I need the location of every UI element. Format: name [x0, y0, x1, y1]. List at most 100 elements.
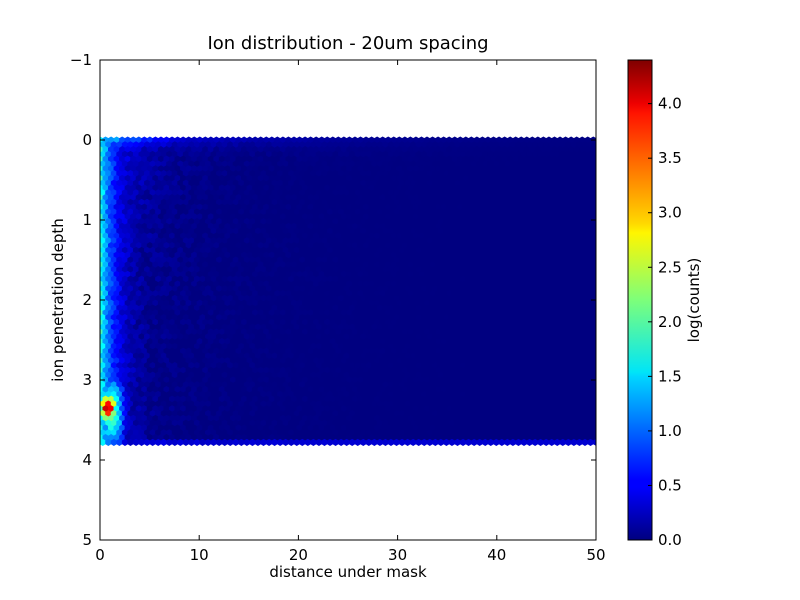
hexbin-cell	[529, 261, 536, 269]
hexbin-cell	[387, 294, 395, 302]
hexbin-cell	[135, 203, 142, 211]
hexbin-cell	[421, 227, 428, 235]
hexbin-cell	[548, 141, 555, 149]
hexbin-cell	[238, 218, 245, 226]
hexbin-cell	[476, 179, 483, 187]
hexbin-cell	[576, 141, 583, 149]
hexbin-cell	[429, 251, 436, 259]
hexbin-cell	[213, 270, 220, 278]
hexbin-cell	[105, 179, 112, 187]
hexbin-cell	[573, 213, 580, 221]
hexbin-cell	[529, 222, 536, 230]
hexbin-cell	[326, 189, 334, 197]
hexbin-cell	[246, 242, 253, 250]
plot-area	[99, 59, 597, 541]
hexbin-cell	[205, 160, 212, 168]
hexbin-cell	[423, 290, 431, 298]
hexbin-cell	[382, 227, 389, 235]
hexbin-cell	[127, 256, 134, 264]
hexbin-cell	[113, 213, 120, 221]
hexbin-cell	[573, 270, 580, 278]
hexbin-cell	[321, 266, 328, 274]
hexbin-cell	[548, 275, 555, 283]
hexbin-cell	[537, 256, 544, 264]
hexbin-cell	[171, 275, 178, 283]
hexbin-cell	[573, 155, 580, 163]
hexbin-cell	[376, 275, 383, 283]
hexbin-cell	[310, 150, 317, 158]
hexbin-cell	[520, 256, 528, 264]
hexbin-cell	[329, 280, 336, 288]
hexbin-cell	[202, 165, 209, 173]
hexbin-cell	[443, 227, 450, 235]
hexbin-cell	[274, 146, 281, 154]
hexbin-cell	[277, 198, 284, 206]
hexbin-cell	[246, 174, 253, 182]
hexbin-cell	[141, 174, 148, 182]
hexbin-cell	[338, 141, 345, 149]
hexbin-cell	[191, 280, 198, 288]
hexbin-cell	[254, 237, 262, 245]
hexbin-cell	[590, 222, 596, 230]
hexbin-cell	[338, 256, 345, 264]
hexbin-cell	[324, 290, 331, 298]
hexbin-cell	[265, 150, 273, 158]
hexbin-cell	[213, 165, 220, 173]
hexbin-cell	[573, 136, 580, 144]
hexbin-cell	[532, 179, 539, 187]
hexbin-cell	[174, 184, 181, 192]
hexbin-cell	[224, 155, 231, 163]
hexbin-cell	[152, 290, 159, 298]
hexbin-cell	[429, 203, 436, 211]
hexbin-cell	[171, 150, 178, 158]
hexbin-cell	[579, 165, 586, 173]
hexbin-cell	[310, 227, 317, 235]
hexbin-cell	[180, 155, 187, 163]
hexbin-cell	[279, 270, 286, 278]
hexbin-cell	[180, 213, 187, 221]
hexbin-cell	[396, 280, 403, 288]
hexbin-cell	[157, 184, 165, 192]
hexbin-cell	[188, 256, 195, 264]
hexbin-cell	[318, 213, 325, 221]
hexbin-cell	[526, 256, 533, 264]
hexbin-cell	[410, 285, 417, 293]
hexbin-cell	[529, 194, 536, 202]
hexbin-cell	[584, 270, 591, 278]
hexbin-cell	[393, 246, 400, 254]
hexbin-cell	[587, 150, 594, 158]
hexbin-cell	[279, 184, 286, 192]
hexbin-cell	[390, 194, 397, 202]
hexbin-cell	[282, 198, 289, 206]
hexbin-cell	[202, 251, 209, 259]
hexbin-cell	[138, 141, 145, 149]
hexbin-cell	[385, 174, 392, 182]
hexbin-cell	[146, 155, 153, 163]
hexbin-cell	[265, 160, 273, 168]
hexbin-cell	[393, 150, 400, 158]
hexbin-cell	[570, 285, 577, 293]
hexbin-cell	[132, 246, 140, 254]
hexbin-cell	[202, 222, 209, 230]
hexbin-cell	[263, 242, 270, 250]
hexbin-cell	[160, 227, 167, 235]
hexbin-cell	[584, 242, 591, 250]
hexbin-cell	[423, 213, 431, 221]
hexbin-cell	[182, 218, 189, 226]
hexbin-cell	[379, 242, 386, 250]
hexbin-cell	[307, 194, 314, 202]
hexbin-cell	[407, 146, 414, 154]
hexbin-cell	[149, 246, 156, 254]
hexbin-cell	[149, 170, 156, 178]
hexbin-cell	[559, 160, 566, 168]
hexbin-cell	[440, 146, 447, 154]
hexbin-cell	[174, 165, 181, 173]
hexbin-cell	[271, 141, 278, 149]
hexbin-cell	[523, 280, 530, 288]
hexbin-cell	[257, 184, 264, 192]
hexbin-cell	[216, 160, 223, 168]
hexbin-cell	[218, 136, 226, 144]
hexbin-cell	[326, 150, 334, 158]
hexbin-cell	[191, 251, 198, 259]
hexbin-cell	[476, 285, 483, 293]
